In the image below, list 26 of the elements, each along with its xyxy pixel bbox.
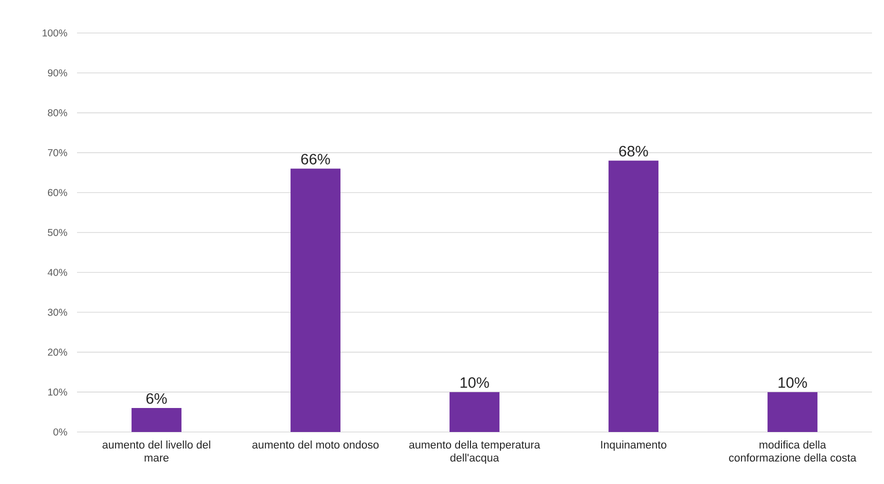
bar (132, 408, 182, 432)
y-tick-label: 60% (48, 189, 68, 196)
bar (768, 392, 818, 432)
data-label: 6% (146, 393, 167, 404)
y-tick-label: 70% (48, 149, 68, 156)
x-tick-label: Inquinamento (601, 440, 666, 451)
y-tick-label: 90% (48, 69, 68, 76)
x-tick-label: aumento del livello del mare (102, 440, 210, 462)
bar (290, 168, 340, 432)
y-tick-label: 0% (53, 428, 68, 436)
y-tick-label: 100% (42, 29, 68, 37)
bar (608, 160, 658, 432)
data-label: 68% (619, 146, 648, 156)
y-tick-label: 20% (48, 348, 68, 356)
data-label: 66% (301, 154, 330, 164)
y-tick-label: 80% (48, 109, 68, 116)
y-tick-label: 30% (48, 308, 68, 316)
x-tick-label: aumento del moto ondoso (252, 440, 379, 449)
bar (450, 392, 500, 432)
y-tick-label: 40% (48, 268, 68, 276)
x-tick-label: modifica della conformazione della costa (729, 440, 856, 462)
data-label: 10% (460, 377, 489, 388)
y-tick-label: 50% (48, 228, 68, 236)
data-label: 10% (778, 377, 807, 388)
x-tick-label: aumento della temperatura dell'acqua (409, 440, 540, 464)
y-tick-label: 10% (48, 388, 68, 396)
